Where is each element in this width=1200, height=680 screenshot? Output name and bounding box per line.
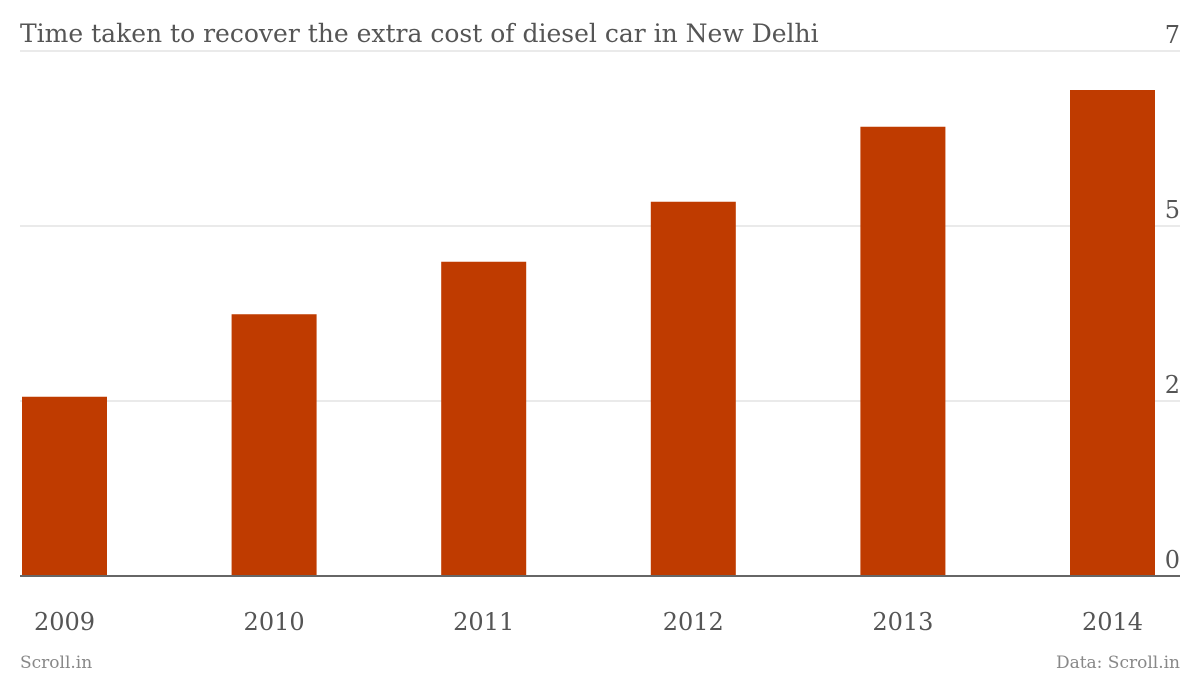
bar: [1070, 90, 1155, 576]
bar: [441, 261, 527, 576]
y-tick-label: 7: [1165, 21, 1180, 49]
chart-title: Time taken to recover the extra cost of …: [20, 19, 819, 48]
x-tick-label: 2011: [453, 608, 514, 636]
source-left: Scroll.in: [20, 653, 92, 673]
x-tick-label: 2012: [663, 608, 724, 636]
x-tick-label: 2013: [872, 608, 933, 636]
bar: [231, 314, 317, 576]
bar: [860, 126, 946, 576]
x-tick-label: 2010: [244, 608, 305, 636]
y-tick-label: 5: [1165, 196, 1180, 224]
x-tick-label: 2009: [34, 608, 95, 636]
x-tick-label: 2014: [1082, 608, 1143, 636]
y-tick-label: 0: [1165, 546, 1180, 574]
y-tick-label: 2: [1165, 371, 1180, 399]
bar: [22, 396, 107, 576]
bar: [650, 201, 736, 576]
source-right: Data: Scroll.in: [1056, 653, 1180, 673]
